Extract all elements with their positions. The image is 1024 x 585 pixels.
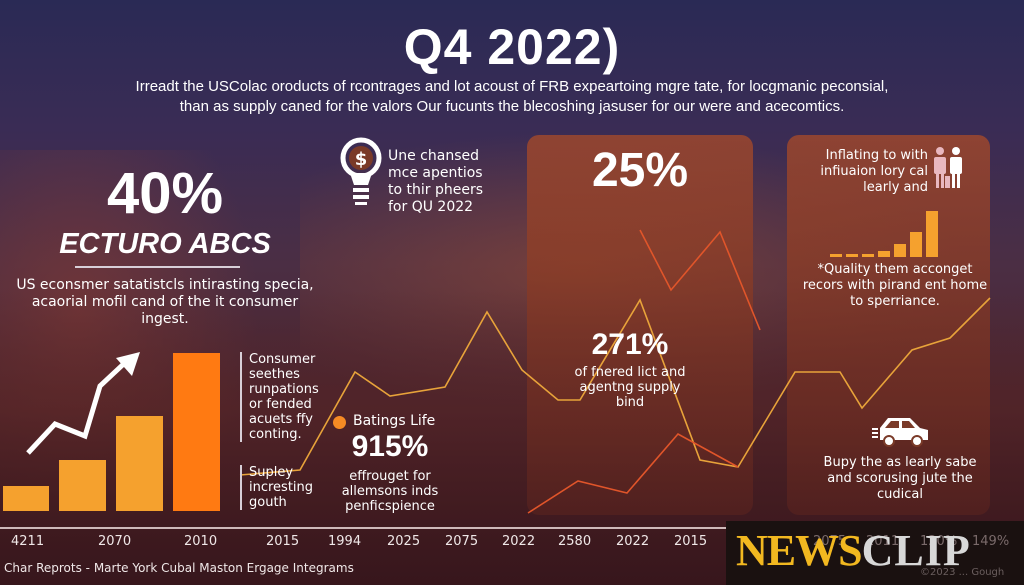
x-tick: 2015 xyxy=(674,534,708,549)
x-tick: 4211 xyxy=(11,534,45,549)
note-supply: Supley incresting gouth xyxy=(240,465,330,510)
trend-arrow-icon xyxy=(26,352,140,455)
page-subtitle: Irreadt the USColac oroducts of rcontrag… xyxy=(60,77,964,117)
newsclip-logo: NEWSCLIP xyxy=(736,525,971,576)
source-caption: Char Reprots - Marte York Cubal Maston E… xyxy=(4,561,354,575)
dollar-lightbulb-icon: $ xyxy=(340,137,382,205)
x-tick: 1994 xyxy=(328,534,362,549)
divider xyxy=(75,266,240,268)
x-tick: 2025 xyxy=(387,534,421,549)
car-icon xyxy=(872,418,928,447)
stat-915-percent: 915% xyxy=(351,430,429,463)
x-tick: 2015 xyxy=(266,534,300,549)
right-stat-panel xyxy=(787,135,990,515)
stat-271-percent: 271% xyxy=(591,328,669,361)
mid-stat-panel xyxy=(527,135,753,515)
people-icon xyxy=(934,147,962,188)
car-caption: Bupy the as learly sabe and scorusing ju… xyxy=(823,455,977,502)
subtitle-line-1: Irreadt the USColac oroducts of rcontrag… xyxy=(135,78,889,95)
bar-2 xyxy=(59,460,106,511)
x-axis-line xyxy=(0,527,950,529)
legend-label: Batings Life xyxy=(353,413,436,429)
watermark-background xyxy=(726,521,1024,585)
stat-271-description: of fnered lict and agentng supply bind xyxy=(574,365,686,410)
x-tick: 2580 xyxy=(558,534,592,549)
page-title: Q4 2022) xyxy=(403,19,621,75)
stat-25-percent: 25% xyxy=(591,144,689,197)
line-series-red-upper xyxy=(639,229,761,331)
x-tick-faded: 149% xyxy=(972,534,1010,549)
bar-4 xyxy=(173,353,220,511)
x-tick: 2022 xyxy=(502,534,536,549)
line-series-gold xyxy=(239,297,991,476)
stat-description: US econsmer satatistcls intirasting spec… xyxy=(16,277,314,327)
x-axis-labels: 4211 2070 2010 2015 1994 2025 2075 2022 … xyxy=(0,534,1024,552)
note-consumer: Consumer seethes runpations or fended ac… xyxy=(240,352,330,442)
x-tick-faded: 2075 xyxy=(813,534,847,549)
x-tick: 2075 xyxy=(445,534,479,549)
subtitle-line-2: than as supply caned for the valors Our … xyxy=(179,98,845,115)
legend-dot-icon xyxy=(333,416,346,429)
inflation-caption: Inflating to with infiuaion lory cal lea… xyxy=(820,148,928,195)
bar-3 xyxy=(116,416,163,511)
x-tick-faded: 2011 xyxy=(866,534,900,549)
logo-news: NEWS xyxy=(736,526,863,575)
watermark-credit: ©2023 ... Gough xyxy=(920,567,1005,578)
x-tick: 2022 xyxy=(616,534,650,549)
quality-caption: *Quality them acconget recors with piran… xyxy=(802,262,988,309)
svg-text:$: $ xyxy=(355,149,368,170)
line-series-red xyxy=(527,432,739,514)
x-tick-faded: 120% xyxy=(920,534,958,549)
x-tick: 2070 xyxy=(98,534,132,549)
mini-bar-chart xyxy=(830,211,938,257)
bulb-caption: Une chansed mce apentios to thir pheers … xyxy=(388,148,483,215)
stat-915-description: effrouget for allemsons inds penficspien… xyxy=(341,469,439,514)
logo-clip: CLIP xyxy=(861,526,971,575)
faded-axis-labels: 2075 2011 120% 149% xyxy=(726,534,1024,552)
bar-1 xyxy=(3,486,49,511)
stat-label: ECTURO ABCS xyxy=(59,228,271,260)
stat-40-percent: 40% xyxy=(106,161,224,226)
x-tick: 2010 xyxy=(184,534,218,549)
